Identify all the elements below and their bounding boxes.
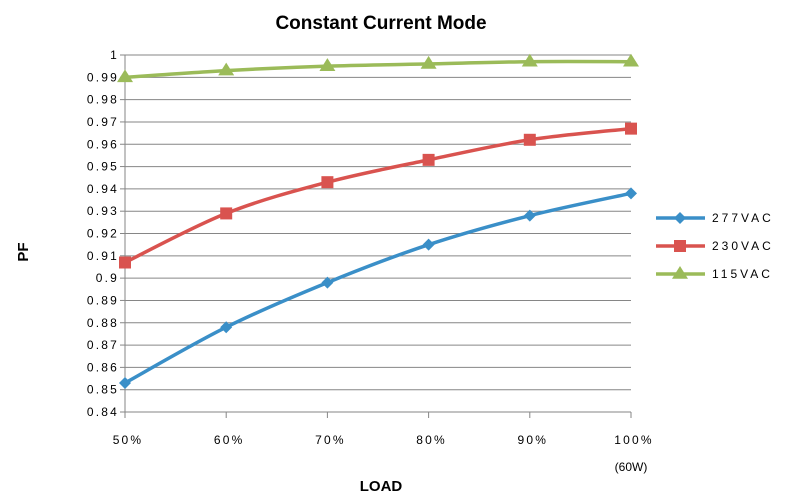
- y-tick-label: 0.93: [87, 204, 119, 218]
- data-point: [422, 238, 435, 251]
- data-point: [625, 187, 637, 200]
- data-point: [319, 58, 336, 71]
- y-tick-label: 0.96: [87, 137, 119, 151]
- x-tick-label: 50%: [113, 433, 144, 447]
- legend: 277VAC 230VAC 115VAC: [656, 211, 774, 281]
- data-point: [220, 321, 233, 334]
- y-tick-label: 0.85: [87, 383, 119, 397]
- legend-swatch-marker: [674, 240, 686, 252]
- y-tick-label: 0.89: [87, 293, 119, 307]
- legend-label: 277VAC: [712, 211, 774, 225]
- data-point: [119, 376, 131, 389]
- chart-title: Constant Current Mode: [275, 13, 486, 34]
- y-tick-label: 0.87: [87, 338, 119, 352]
- y-tick-label: 0.86: [87, 360, 119, 374]
- data-point: [119, 256, 131, 269]
- x-tick-sublabel: (60W): [615, 460, 648, 474]
- x-tick-labels: 50% 60% 70% 80% 90% 100% (60W): [113, 433, 654, 474]
- data-point: [625, 122, 637, 135]
- y-tick-labels: 0.84 0.85 0.86 0.87 0.88 0.89 0.9 0.91 0.92 0.93 0…: [87, 48, 119, 419]
- data-point: [623, 53, 639, 67]
- legend-item: 115VAC: [656, 266, 773, 281]
- legend-label: 230VAC: [712, 239, 774, 253]
- x-tick-label: 60%: [214, 433, 245, 447]
- data-point: [523, 133, 536, 146]
- y-tick-label: 0.95: [87, 160, 119, 174]
- series-line: [124, 59, 632, 80]
- y-tick-label: 0.88: [87, 316, 119, 330]
- legend-item: 230VAC: [656, 239, 774, 253]
- x-tick-label: 100%: [614, 433, 654, 447]
- x-tick-label: 70%: [315, 433, 346, 447]
- series-115vac: [117, 53, 639, 83]
- x-axis-title: LOAD: [360, 478, 403, 495]
- data-point: [523, 209, 536, 222]
- data-point: [218, 62, 235, 76]
- data-point: [422, 153, 435, 166]
- series-line: [124, 191, 632, 385]
- data-point: [117, 69, 133, 83]
- data-point: [321, 276, 334, 289]
- y-tick-label: 0.9: [96, 271, 119, 285]
- legend-item: 277VAC: [656, 211, 774, 225]
- data-point: [321, 176, 334, 189]
- y-tick-label: 0.94: [87, 182, 119, 196]
- y-tick-label: 1: [110, 48, 119, 62]
- grid-layer: [120, 54, 632, 418]
- legend-swatch-marker: [674, 212, 686, 224]
- legend-label: 115VAC: [712, 267, 773, 281]
- data-point: [220, 207, 233, 220]
- y-tick-label: 0.98: [87, 93, 119, 107]
- y-tick-label: 0.92: [87, 227, 119, 241]
- legend-swatch-marker: [672, 266, 688, 279]
- x-tick-label: 80%: [416, 433, 447, 447]
- y-tick-label: 0.84: [87, 405, 119, 419]
- data-point: [420, 55, 437, 69]
- y-tick-label: 0.99: [87, 70, 119, 84]
- y-tick-label: 0.91: [87, 249, 119, 263]
- x-tick-label: 90%: [517, 433, 548, 447]
- y-tick-label: 0.97: [87, 115, 119, 129]
- data-point: [521, 53, 538, 67]
- series-layer: [117, 53, 639, 389]
- y-axis-title: PF: [15, 242, 32, 261]
- series-230vac: [119, 122, 637, 269]
- series-line: [124, 126, 632, 265]
- series-277vac: [119, 187, 637, 389]
